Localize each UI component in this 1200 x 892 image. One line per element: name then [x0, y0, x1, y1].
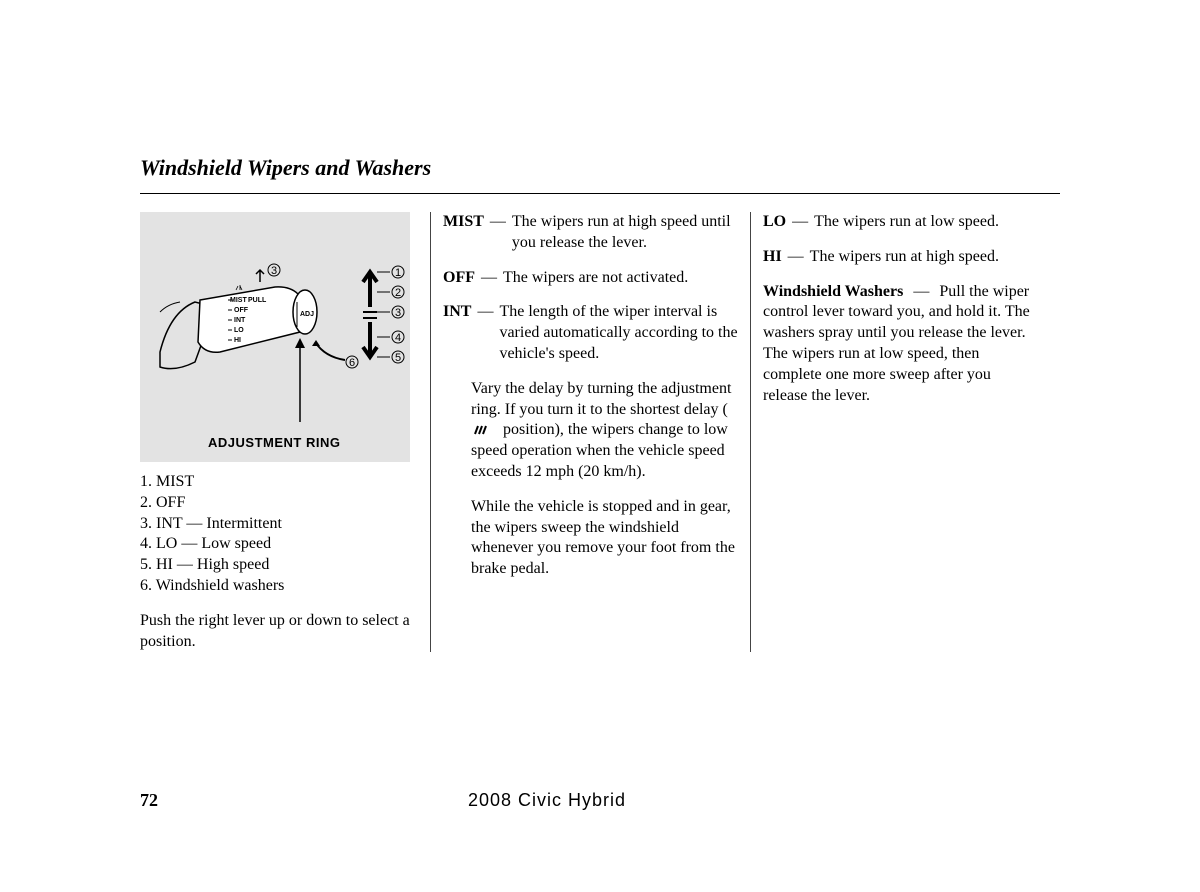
def-dash: ―: [907, 283, 935, 300]
int-extra-2: While the vehicle is stopped and in gear…: [471, 497, 738, 580]
int-extra-1b: position), the wipers change to low spee…: [471, 421, 728, 480]
def-body: The wipers run at high speed until you r…: [512, 212, 738, 254]
def-term: LO: [763, 212, 786, 233]
shortest-delay-icon: [471, 422, 499, 436]
def-dash: ―: [786, 212, 814, 233]
page-number: 72: [140, 790, 158, 811]
svg-text:6: 6: [349, 357, 355, 369]
int-extra-1a: Vary the delay by turning the adjustment…: [471, 380, 731, 418]
title-rule: [140, 193, 1060, 194]
knob-label: ADJ: [300, 311, 314, 318]
def-body: The wipers run at high speed.: [810, 247, 1038, 268]
page-footer: 72 2008 Civic Hybrid: [140, 790, 1060, 811]
diagram-legend: 1. MIST 2. OFF 3. INT ― Intermittent 4. …: [140, 472, 418, 597]
wiper-lever-diagram: ADJ MIST PULL OFF INT LO HI: [140, 212, 410, 462]
diagram-caption: ADJUSTMENT RING: [208, 435, 340, 450]
column-3: LO ― The wipers run at low speed. HI ― T…: [750, 212, 1050, 652]
legend-item: 2. OFF: [140, 493, 418, 514]
page-title: Windshield Wipers and Washers: [140, 155, 1060, 193]
def-off: OFF ― The wipers are not activated.: [443, 268, 738, 289]
col1-instruction: Push the right lever up or down to selec…: [140, 611, 418, 653]
def-term: Windshield Washers: [763, 283, 903, 300]
svg-text:4: 4: [395, 332, 401, 344]
page-content: Windshield Wipers and Washers ADJ MIST: [140, 155, 1060, 652]
legend-item: 4. LO ― Low speed: [140, 534, 418, 555]
svg-text:OFF: OFF: [234, 307, 249, 314]
svg-text:5: 5: [395, 352, 401, 364]
def-hi: HI ― The wipers run at high speed.: [763, 247, 1038, 268]
def-term: MIST: [443, 212, 484, 254]
def-body: The wipers are not activated.: [503, 268, 738, 289]
svg-text:2: 2: [395, 287, 401, 299]
svg-text:LO: LO: [234, 327, 244, 334]
legend-item: 5. HI ― High speed: [140, 555, 418, 576]
legend-item: 3. INT ― Intermittent: [140, 514, 418, 535]
svg-text:HI: HI: [234, 337, 241, 344]
def-term: HI: [763, 247, 782, 268]
svg-text:PULL: PULL: [248, 297, 267, 304]
def-lo: LO ― The wipers run at low speed.: [763, 212, 1038, 233]
def-dash: ―: [782, 247, 810, 268]
column-2: MIST ― The wipers run at high speed unti…: [430, 212, 750, 652]
def-body: The wipers run at low speed.: [814, 212, 1038, 233]
columns: ADJ MIST PULL OFF INT LO HI: [140, 212, 1060, 652]
def-mist: MIST ― The wipers run at high speed unti…: [443, 212, 738, 254]
def-dash: ―: [471, 302, 499, 364]
def-int: INT ― The length of the wiper interval i…: [443, 302, 738, 364]
def-washers: Windshield Washers ― Pull the wiper cont…: [763, 282, 1038, 407]
def-dash: ―: [484, 212, 512, 254]
legend-item: 1. MIST: [140, 472, 418, 493]
wiper-lever-svg: ADJ MIST PULL OFF INT LO HI: [140, 212, 410, 462]
column-1: ADJ MIST PULL OFF INT LO HI: [140, 212, 430, 652]
int-extra-1: Vary the delay by turning the adjustment…: [471, 379, 738, 483]
svg-text:MIST: MIST: [230, 297, 247, 304]
def-term: OFF: [443, 268, 475, 289]
def-dash: ―: [475, 268, 503, 289]
def-body: The length of the wiper interval is vari…: [499, 302, 738, 364]
legend-item: 6. Windshield washers: [140, 576, 418, 597]
svg-text:INT: INT: [234, 317, 246, 324]
def-term: INT: [443, 302, 471, 364]
svg-text:3: 3: [271, 265, 277, 277]
footer-vehicle: 2008 Civic Hybrid: [468, 790, 626, 811]
svg-text:1: 1: [395, 267, 401, 279]
svg-text:3: 3: [395, 307, 401, 319]
def-body: Pull the wiper control lever toward you,…: [763, 283, 1030, 404]
